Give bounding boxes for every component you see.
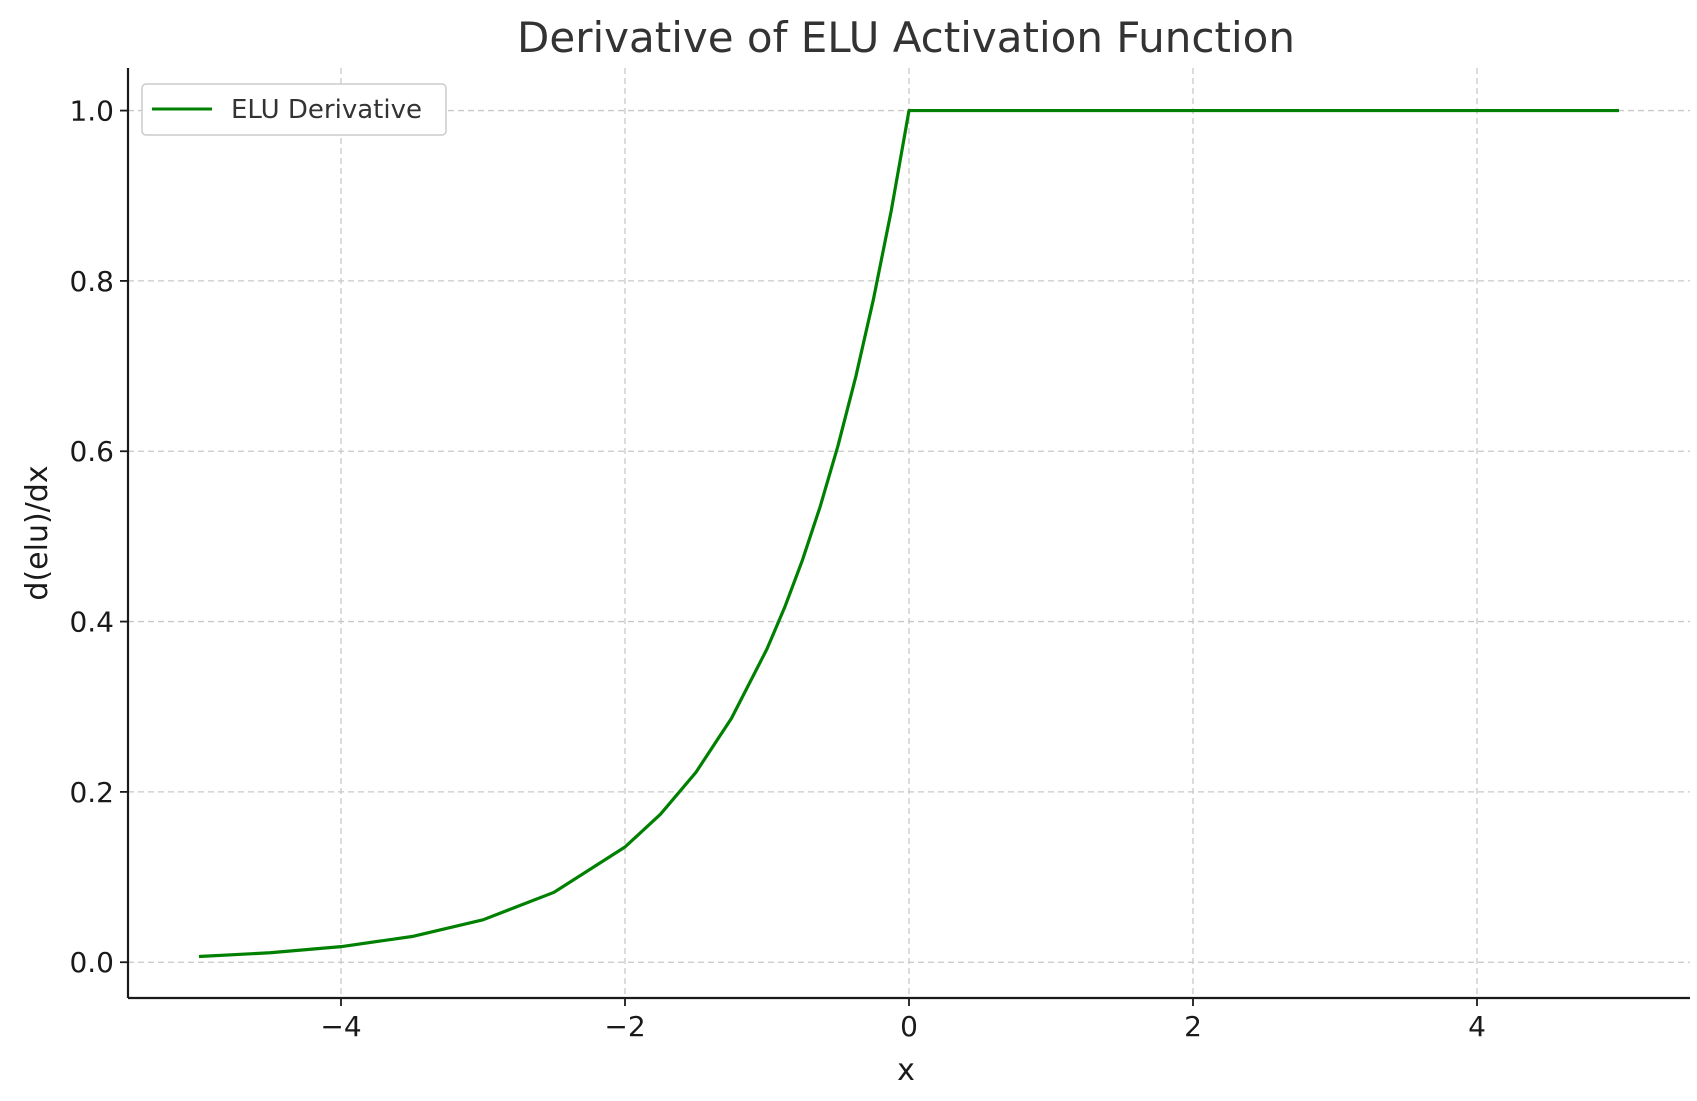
y-tick-label: 0.8 xyxy=(69,265,114,298)
x-tick-label: −4 xyxy=(320,1010,361,1043)
x-tick-label: −2 xyxy=(604,1010,645,1043)
y-ticks: 0.0 0.2 0.4 0.6 0.8 1.0 xyxy=(69,95,128,979)
y-tick-label: 1.0 xyxy=(69,95,114,128)
y-tick-label: 0.6 xyxy=(69,435,114,468)
x-tick-label: 4 xyxy=(1468,1010,1486,1043)
y-tick-label: 0.0 xyxy=(69,946,114,979)
x-axis-label: x xyxy=(897,1053,915,1088)
y-axis-label: d(elu)/dx xyxy=(20,465,55,600)
x-tick-label: 2 xyxy=(1184,1010,1202,1043)
chart-title: Derivative of ELU Activation Function xyxy=(517,13,1295,62)
plot-area xyxy=(198,108,1619,959)
legend-box xyxy=(141,83,447,136)
legend-label: ELU Derivative xyxy=(231,95,422,125)
x-ticks: −4 −2 0 2 4 xyxy=(320,998,1486,1043)
x-tick-label: 0 xyxy=(900,1010,918,1043)
series-line xyxy=(198,108,1619,959)
y-tick-label: 0.2 xyxy=(69,776,114,809)
y-tick-label: 0.4 xyxy=(69,606,114,639)
grid xyxy=(128,68,1690,998)
legend: ELU Derivative xyxy=(141,83,447,136)
